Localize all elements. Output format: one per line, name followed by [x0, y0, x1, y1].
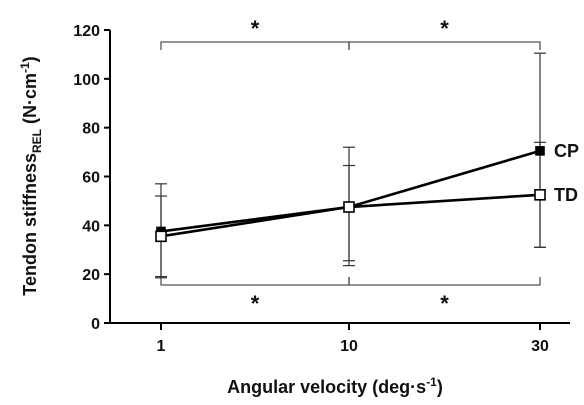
- data-point-td: [155, 230, 167, 243]
- series-label-cp: CP: [554, 141, 579, 161]
- y-tick-label: 40: [82, 218, 100, 235]
- x-tick-label: 30: [531, 338, 549, 355]
- data-point-td: [534, 189, 546, 201]
- series-markers: [155, 146, 546, 243]
- y-tick-label: 80: [82, 121, 100, 138]
- significance-bracket: [160, 41, 350, 50]
- y-tick-label: 120: [73, 23, 100, 40]
- series-label-td: TD: [554, 185, 578, 205]
- significance-star: *: [440, 291, 449, 316]
- data-point-td: [343, 201, 355, 213]
- y-tick-label: 100: [73, 72, 100, 89]
- y-tick-label: 60: [82, 170, 100, 187]
- significance-brackets: * * * *: [160, 16, 541, 316]
- series-line-cp: [160, 149, 541, 233]
- significance-bracket: [160, 277, 350, 286]
- data-point-cp: [535, 146, 545, 156]
- y-ticks: 0 20 40 60 80 100 120: [73, 23, 110, 333]
- x-tick-label: 10: [340, 338, 358, 355]
- x-axis-label: Angular velocity (deg·s-1): [227, 375, 443, 397]
- y-tick-label: 0: [91, 316, 100, 333]
- series-lines: [160, 149, 541, 238]
- y-tick-label: 20: [82, 267, 100, 284]
- significance-star: *: [251, 16, 260, 41]
- significance-star: *: [251, 291, 260, 316]
- significance-bracket: [348, 41, 541, 50]
- significance-bracket: [348, 277, 541, 286]
- series-labels: CP TD: [554, 141, 579, 205]
- significance-star: *: [440, 16, 449, 41]
- series-line-td: [160, 193, 541, 238]
- x-ticks: 1 10 30: [157, 323, 549, 355]
- y-axis-label: Tendon stiffnessREL (N·cm-1): [18, 56, 44, 295]
- error-bars: [155, 52, 546, 279]
- axes: [109, 30, 570, 324]
- x-tick-label: 1: [157, 338, 166, 355]
